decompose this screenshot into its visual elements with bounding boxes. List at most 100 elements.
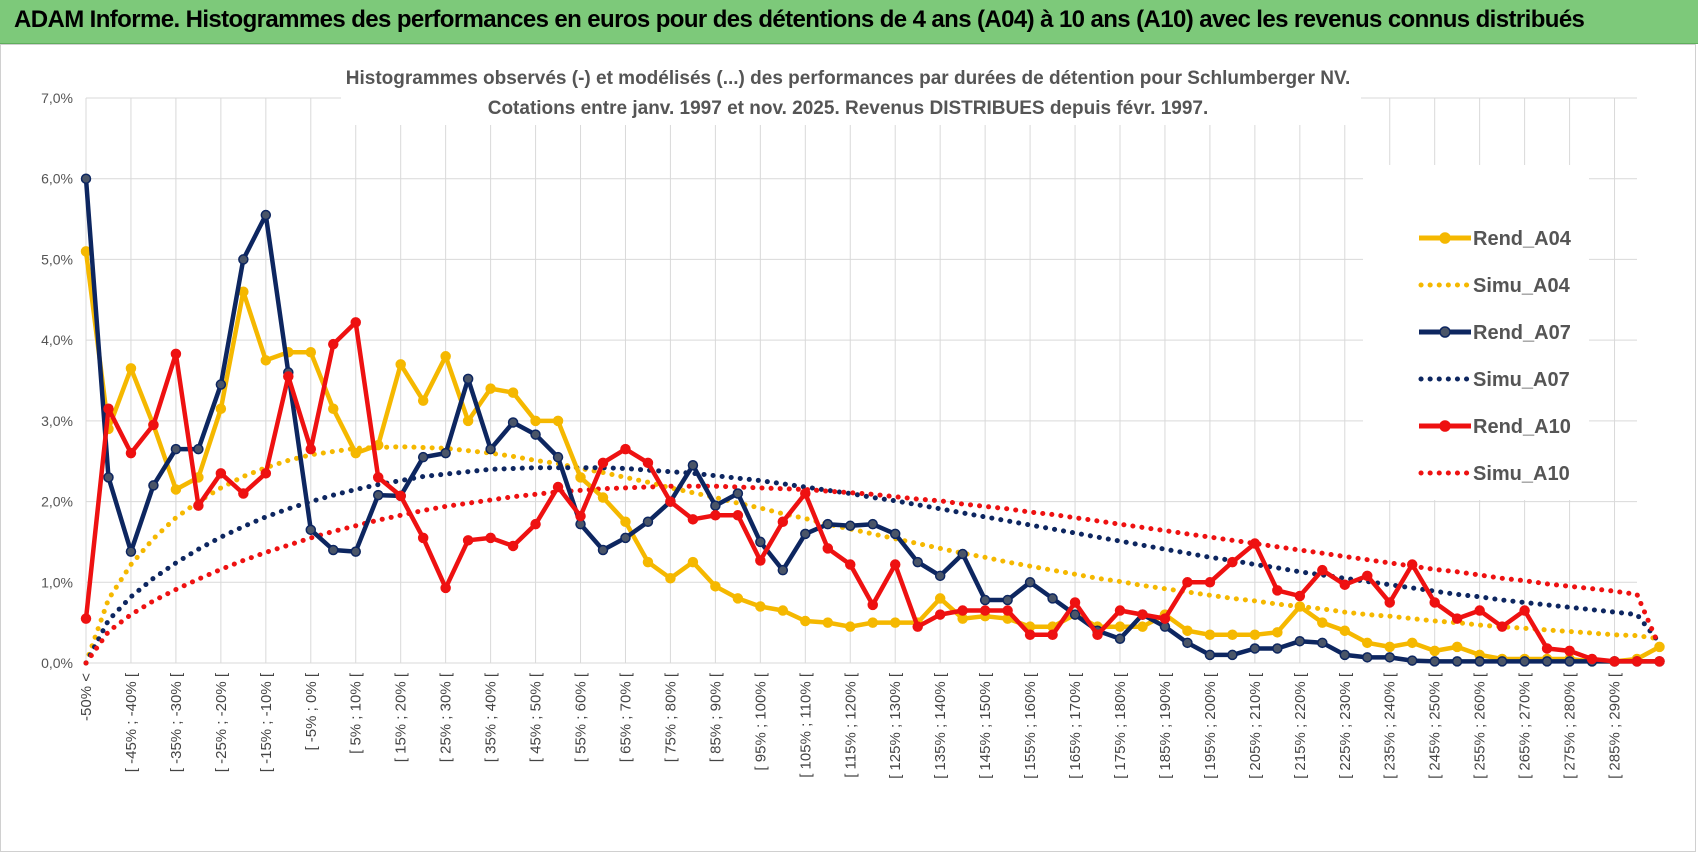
data-point-rend-a04 [305,347,317,358]
data-point-rend-a10 [215,468,227,479]
data-point-rend-a10 [462,535,474,546]
data-point-rend-a07 [957,548,968,560]
data-point-rend-a07 [687,460,699,471]
data-point-rend-a10 [1631,656,1643,667]
data-point-rend-a07 [1541,656,1553,667]
x-tick-label: [ 185% ; 190% [ [1157,672,1174,779]
data-point-rend-a10 [687,514,699,525]
data-point-rend-a10 [1204,577,1216,588]
data-point-rend-a07 [530,429,541,440]
data-point-rend-a04 [777,605,789,616]
data-point-rend-a10 [260,468,272,479]
data-point-rend-a10 [328,338,339,350]
data-point-rend-a07 [1339,649,1351,661]
data-point-rend-a10 [979,605,991,616]
data-point-rend-a10 [372,472,384,483]
x-tick-label: [ 15% ; 20% [ [393,672,410,762]
x-tick-label: [ 125% ; 130% [ [887,672,904,779]
legend-marker-rend-a04 [1439,232,1451,244]
data-point-rend-a07 [80,173,92,184]
x-tick-label: [ 245% ; 250% [ [1427,672,1444,779]
data-point-rend-a10 [889,559,901,570]
data-point-rend-a07 [148,480,159,491]
data-point-rend-a10 [1272,585,1283,596]
data-point-rend-a04 [328,403,339,414]
x-tick-label: [ -5% ; 0% [ [303,672,320,750]
data-point-rend-a04 [732,593,744,604]
data-point-rend-a10 [575,510,586,522]
data-point-rend-a07 [1384,652,1395,663]
chart-title: Histogrammes observés (-) et modélisés (… [346,68,1350,89]
data-point-rend-a07 [1182,637,1193,649]
data-point-rend-a10 [440,582,451,594]
data-point-rend-a07 [1069,609,1081,620]
data-point-rend-a07 [1114,633,1126,645]
data-point-rend-a07 [597,544,609,556]
x-tick-label: [ 175% ; 180% [ [1112,672,1129,779]
data-point-rend-a10 [1496,621,1508,632]
data-point-rend-a04 [822,617,834,628]
data-point-rend-a10 [1294,590,1306,602]
data-point-rend-a07 [103,472,114,483]
x-tick-label: [ 265% ; 270% [ [1517,672,1534,779]
y-tick-label: 5,0% [41,251,73,267]
data-point-rend-a07 [1564,656,1575,667]
legend: Rend_A04 Simu_A04 Rend_A07 Simu_A07 Rend_A10… [1418,228,1572,485]
data-point-rend-a04 [710,581,721,592]
x-tick-label: [ 5% ; 10% [ [348,672,365,754]
x-axis: -50% < [ -45% ; -40% [[ -35% ; -30% [[ -2… [78,672,1624,779]
data-point-rend-a10 [642,457,654,469]
x-tick-label: [ 85% ; 90% [ [707,672,724,762]
y-tick-label: 3,0% [41,413,73,429]
data-point-rend-a10 [1362,570,1373,582]
data-point-rend-a04 [642,556,654,568]
chart-frame: 0,0% 1,0% 2,0% 3,0% 4,0% 5,0% 6,0% 7,0% -50% < [… [0,44,1696,852]
data-point-rend-a04 [395,359,406,370]
data-point-rend-a10 [1002,605,1013,616]
data-point-rend-a07 [1474,656,1485,667]
data-point-rend-a07 [485,443,496,455]
data-point-rend-a07 [934,570,946,582]
data-point-rend-a04 [417,395,429,406]
data-point-rend-a07 [1406,655,1418,666]
data-point-rend-a07 [1317,637,1328,649]
data-point-rend-a04 [485,383,496,394]
data-point-rend-a07 [1362,652,1373,663]
data-point-rend-a04 [934,593,946,604]
data-point-rend-a07 [417,451,429,463]
data-point-rend-a04 [215,403,227,414]
data-point-rend-a10 [845,559,856,570]
legend-label-rend-a07: Rend_A07 [1473,322,1571,344]
data-point-rend-a07 [507,417,519,428]
data-point-rend-a04 [1204,629,1216,640]
data-point-rend-a10 [1654,656,1665,667]
data-point-rend-a10 [193,500,204,511]
legend-label-simu-a10: Simu_A10 [1473,463,1570,485]
data-point-rend-a10 [777,516,789,527]
data-point-rend-a10 [80,613,92,624]
y-tick-label: 1,0% [41,574,73,590]
data-point-rend-a10 [485,532,496,544]
x-tick-label: [ 75% ; 80% [ [662,672,679,762]
series-layer [80,173,1665,667]
data-point-rend-a04 [350,447,361,459]
x-tick-label: [ 65% ; 70% [ [617,672,634,762]
data-point-rend-a10 [1519,605,1530,616]
data-point-rend-a07 [912,556,923,568]
data-point-rend-a07 [1204,649,1216,661]
data-point-rend-a10 [103,403,114,414]
data-point-rend-a04 [1654,641,1665,653]
data-point-rend-a04 [170,484,182,495]
legend-label-rend-a10: Rend_A10 [1473,416,1571,438]
report-banner: ADAM Informe. Histogrammes des performan… [0,0,1698,44]
data-point-rend-a04 [755,601,766,612]
data-point-rend-a07 [800,528,811,540]
data-point-rend-a07 [1519,656,1530,667]
data-point-rend-a07 [867,518,878,530]
legend-label-simu-a07: Simu_A07 [1473,369,1570,391]
data-point-rend-a10 [800,488,811,499]
data-point-rend-a10 [125,447,137,459]
data-point-rend-a10 [305,443,317,455]
data-point-rend-a04 [867,617,878,628]
data-point-rend-a04 [1451,641,1463,653]
